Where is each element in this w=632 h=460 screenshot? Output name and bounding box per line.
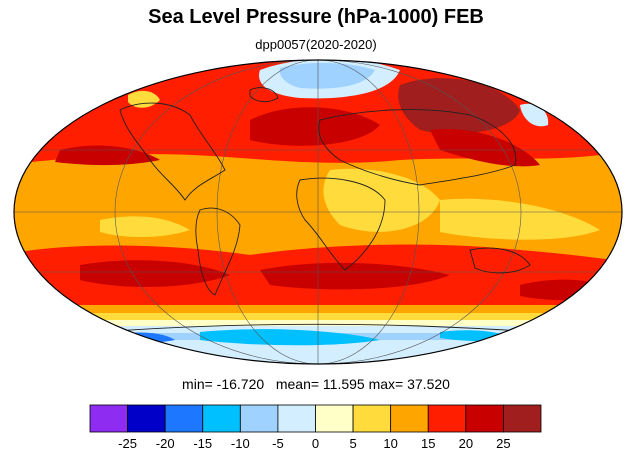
- colorbar-swatch: [503, 404, 542, 433]
- plot-title: Sea Level Pressure (hPa-1000) FEB: [148, 6, 484, 28]
- colorbar-tick-label: 5: [349, 436, 356, 451]
- min-value: -16.720: [216, 376, 265, 392]
- graticule: [14, 60, 622, 364]
- mean-value: 11.595: [322, 376, 365, 392]
- colorbar-tick-label: -5: [272, 436, 284, 451]
- colorbar-swatch: [427, 404, 467, 433]
- colorbar: -25 -20 -15 -10 -5 0 5 10 15 20 25: [89, 404, 542, 451]
- colorbar-tick-label: -15: [193, 436, 212, 451]
- colorbar-swatch: [239, 404, 279, 433]
- colorbar-tick-label: 20: [459, 436, 473, 451]
- statistics-line: min= -16.720 mean= 11.595 max= 37.520: [0, 376, 632, 392]
- coastlines: [59, 87, 601, 339]
- pressure-band: [323, 168, 440, 232]
- pressure-band: [430, 129, 540, 167]
- colorbar-tick-label: 25: [496, 436, 510, 451]
- colorbar-swatch: [315, 404, 354, 433]
- pressure-band: [55, 145, 160, 166]
- colorbar-swatch: [390, 404, 429, 433]
- max-value: 37.520: [407, 376, 450, 392]
- colorbar-swatch: [352, 404, 392, 433]
- world-map: [13, 59, 623, 365]
- colorbar-tick-label: 10: [383, 436, 397, 451]
- colorbar-swatch: [465, 404, 504, 433]
- colorbar-swatch: [89, 404, 128, 433]
- max-label: max=: [368, 376, 404, 392]
- pressure-band: [80, 260, 230, 287]
- pressure-band: [128, 90, 160, 108]
- map-border: [13, 59, 623, 365]
- colorbar-swatch: [202, 404, 241, 433]
- pressure-band: [440, 198, 600, 240]
- colorbar-tick-label: -20: [156, 436, 175, 451]
- pressure-band: [200, 329, 380, 346]
- pressure-band: [250, 107, 380, 146]
- colorbar-tick-label: 15: [421, 436, 435, 451]
- colorbar-swatch: [277, 404, 316, 433]
- colorbar-swatch: [164, 404, 204, 433]
- pressure-band: [260, 262, 450, 290]
- pressure-band: [100, 216, 190, 237]
- colorbar-tick-label: -25: [118, 436, 137, 451]
- plot-subtitle: dpp0057(2020-2020): [255, 37, 377, 52]
- colorbar-swatch: [127, 404, 166, 433]
- min-label: min=: [182, 376, 213, 392]
- pressure-band: [279, 62, 375, 89]
- colorbar-tick-label: -10: [231, 436, 250, 451]
- mean-label: mean=: [275, 376, 320, 392]
- colorbar-tick-label: 0: [312, 436, 319, 451]
- pressure-field: [14, 60, 622, 364]
- pressure-band: [398, 78, 520, 134]
